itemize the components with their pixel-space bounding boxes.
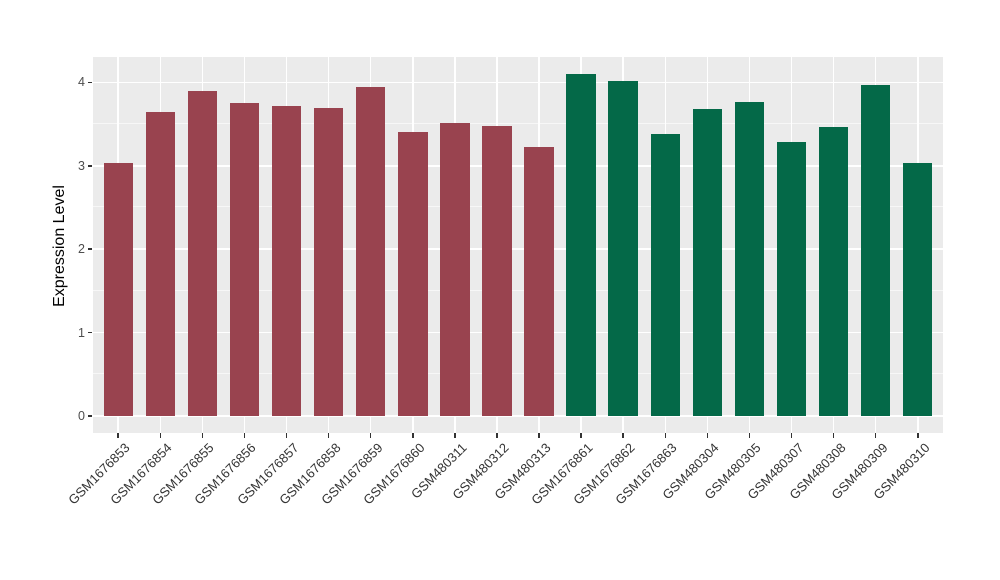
x-tick-mark: [790, 433, 793, 438]
y-tick-label: 2: [78, 242, 85, 257]
gridline-major-horizontal: [93, 248, 943, 250]
bar: [776, 142, 807, 416]
x-tick-mark: [496, 433, 498, 438]
bar: [734, 102, 765, 416]
x-tick-mark: [454, 433, 456, 438]
y-tick-label: 1: [78, 325, 85, 340]
gridline-major-horizontal: [93, 331, 943, 334]
y-tick-label: 0: [78, 408, 85, 423]
y-tick-mark: [88, 415, 92, 417]
gridline-major-horizontal: [93, 165, 943, 167]
x-tick-mark: [412, 433, 414, 438]
x-tick-mark: [327, 433, 330, 438]
bar: [103, 163, 133, 416]
x-tick-mark: [917, 433, 919, 438]
x-tick-mark: [622, 433, 624, 438]
bar: [566, 74, 596, 416]
bar: [229, 103, 260, 416]
bar: [440, 123, 470, 416]
gridline-minor-horizontal: [93, 123, 943, 125]
bar: [482, 125, 512, 416]
y-tick-mark: [88, 165, 92, 167]
gridline-minor-horizontal: [93, 206, 943, 208]
bar: [524, 146, 554, 416]
x-tick-mark: [832, 433, 835, 438]
y-tick-label: 4: [78, 75, 85, 90]
y-tick-mark: [88, 331, 92, 334]
bar: [818, 127, 849, 416]
x-tick-mark: [369, 433, 372, 438]
x-tick-mark: [874, 433, 877, 438]
x-tick-mark: [748, 433, 751, 438]
y-tick-label: 3: [78, 158, 85, 173]
bar: [187, 90, 218, 416]
plot-panel: [93, 57, 943, 433]
gridline-minor-horizontal: [93, 289, 943, 291]
bar: [860, 84, 891, 416]
bar: [398, 132, 428, 416]
bar: [355, 86, 386, 416]
x-tick-mark: [243, 433, 246, 438]
bar: [271, 105, 302, 416]
bar: [313, 108, 344, 416]
bar: [692, 109, 723, 416]
x-tick-mark: [664, 433, 667, 438]
y-tick-mark: [88, 248, 92, 250]
x-tick-mark: [538, 433, 540, 438]
x-tick-mark: [159, 433, 162, 438]
x-tick-mark: [580, 433, 582, 438]
bar: [650, 134, 680, 416]
y-tick-mark: [88, 81, 92, 84]
x-tick-mark: [117, 433, 119, 438]
x-tick-mark: [201, 433, 204, 438]
gridline-minor-horizontal: [93, 373, 943, 375]
bar: [145, 112, 176, 416]
bar: [903, 163, 933, 416]
bar: [608, 80, 638, 416]
x-tick-mark: [285, 433, 288, 438]
x-tick-mark: [706, 433, 709, 438]
gridline-major-horizontal: [93, 81, 943, 84]
gridline-major-horizontal: [93, 415, 943, 417]
